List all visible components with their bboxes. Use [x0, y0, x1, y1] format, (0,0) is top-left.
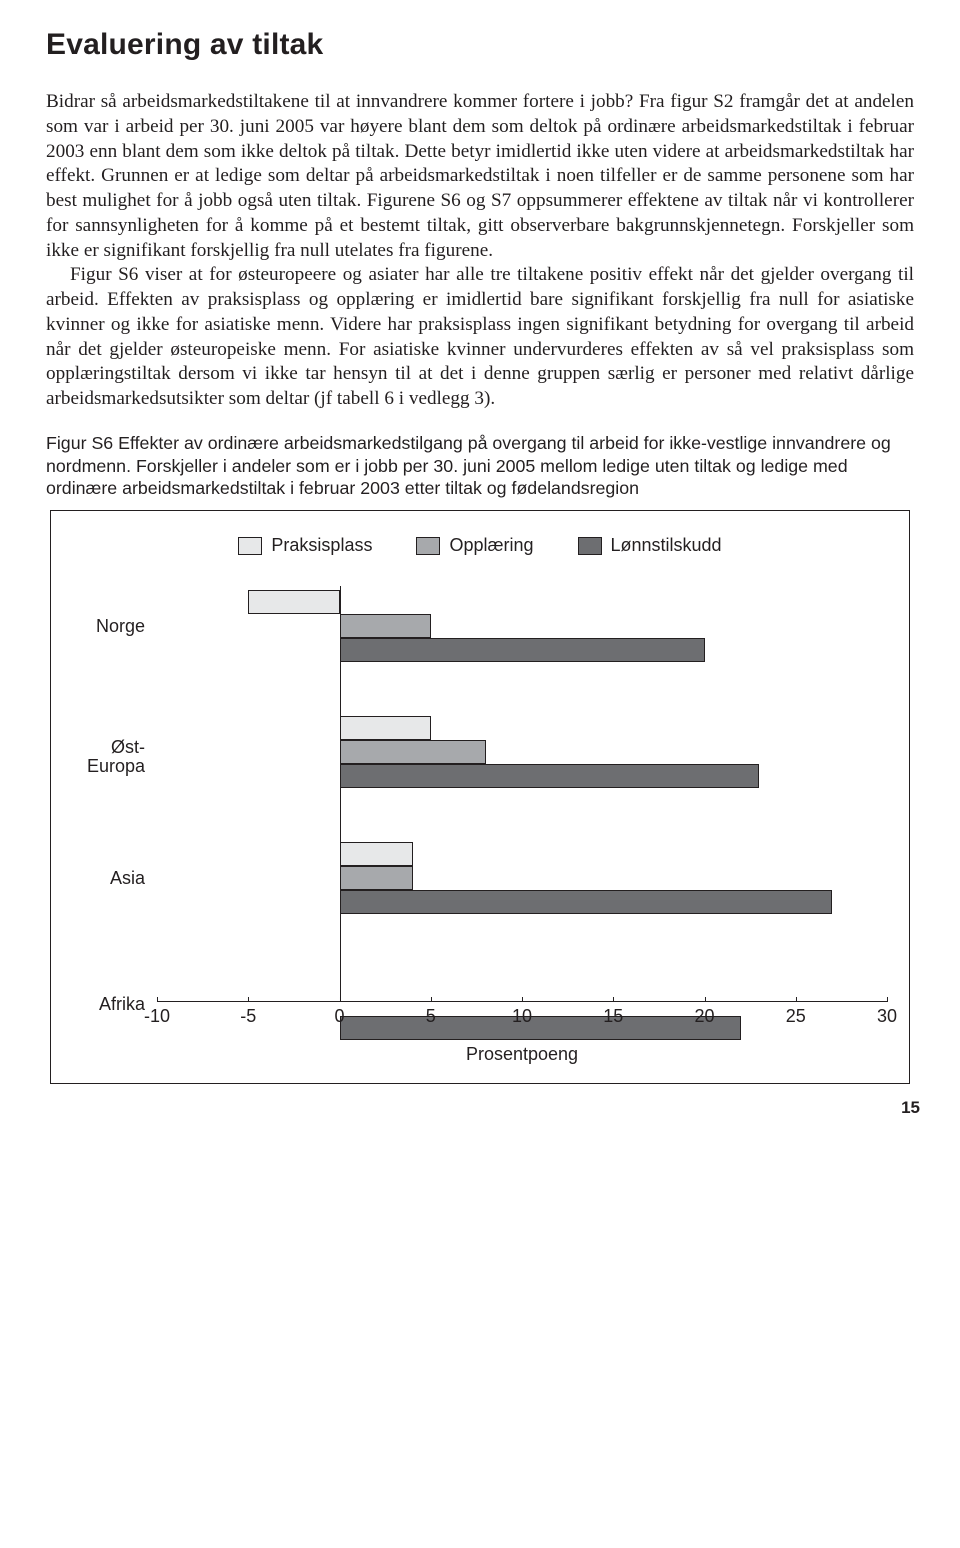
- category-label: Øst-Europa: [73, 738, 145, 776]
- legend-item: Praksisplass: [238, 535, 372, 556]
- legend-swatch: [578, 537, 602, 555]
- category-label: Norge: [73, 617, 145, 636]
- body-text: Bidrar så arbeidsmarkedstiltakene til at…: [46, 90, 914, 412]
- x-tick: 25: [786, 1006, 806, 1027]
- x-tick: 5: [426, 1006, 436, 1027]
- figure-caption: Figur S6 Effekter av ordinære arbeidsmar…: [46, 432, 914, 500]
- paragraph-2: Figur S6 viser at for østeuropeere og as…: [46, 263, 914, 412]
- x-tick: -5: [240, 1006, 256, 1027]
- section-heading: Evaluering av tiltak: [46, 28, 914, 62]
- x-tick: -10: [144, 1006, 170, 1027]
- legend-swatch: [416, 537, 440, 555]
- x-axis-ticks: -10-5051015202530: [157, 1002, 887, 1042]
- y-category-labels: NorgeØst-EuropaAsiaAfrika: [73, 586, 157, 1002]
- legend-label: Lønnstilskudd: [611, 535, 722, 556]
- x-tick: 0: [334, 1006, 344, 1027]
- chart-frame: Praksisplass Opplæring Lønnstilskudd Norge…: [50, 510, 910, 1084]
- bar: [340, 740, 486, 764]
- x-tick: 30: [877, 1006, 897, 1027]
- category-label: Asia: [73, 869, 145, 888]
- legend-label: Opplæring: [449, 535, 533, 556]
- legend-item: Opplæring: [416, 535, 533, 556]
- plot-area: NorgeØst-EuropaAsiaAfrika: [73, 586, 887, 1002]
- bar: [340, 716, 431, 740]
- bar: [248, 590, 339, 614]
- category-label: Afrika: [73, 995, 145, 1014]
- x-tick: 20: [694, 1006, 714, 1027]
- legend-swatch: [238, 537, 262, 555]
- page-number: 15: [46, 1098, 920, 1118]
- bar: [340, 764, 760, 788]
- paragraph-1: Bidrar så arbeidsmarkedstiltakene til at…: [46, 90, 914, 263]
- bar: [340, 866, 413, 890]
- bar-plot: [157, 586, 887, 1002]
- bar: [340, 842, 413, 866]
- x-axis-label: Prosentpoeng: [157, 1044, 887, 1065]
- legend-label: Praksisplass: [271, 535, 372, 556]
- chart-legend: Praksisplass Opplæring Lønnstilskudd: [73, 535, 887, 556]
- legend-item: Lønnstilskudd: [578, 535, 722, 556]
- bar: [340, 890, 833, 914]
- x-tick: 15: [603, 1006, 623, 1027]
- bar: [340, 614, 431, 638]
- bar: [340, 638, 705, 662]
- x-tick: 10: [512, 1006, 532, 1027]
